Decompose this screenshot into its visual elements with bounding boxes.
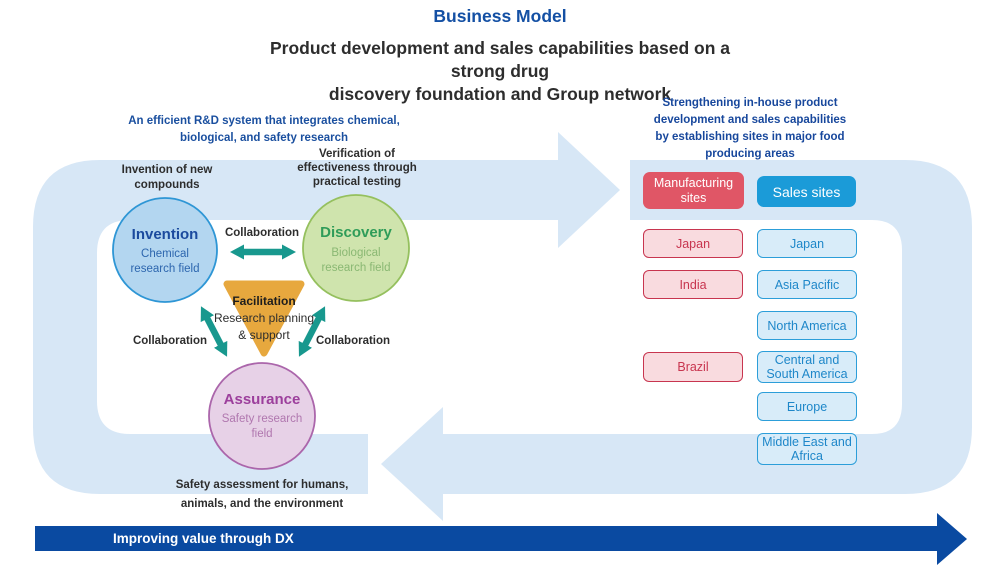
assurance-circle-subtitle: Safety research field [221, 413, 303, 440]
invention-note: Invention of new compounds [121, 164, 213, 191]
invention-circle-subtitle: Chemical research field [130, 248, 200, 275]
collaboration-label-right: Collaboration [315, 335, 391, 347]
assurance-note: Safety assessment for humans, animals, a… [175, 479, 349, 510]
manufacturing-site-japan: Japan [643, 229, 743, 258]
discovery-circle [302, 194, 410, 302]
sales-site-middle-east-africa: Middle East and Africa [757, 433, 857, 465]
assurance-circle [208, 362, 316, 470]
collaboration-arrow-right-icon [298, 306, 326, 357]
discovery-circle-subtitle: Biological research field [321, 247, 391, 274]
invention-circle [112, 197, 218, 303]
collaboration-label-top: Collaboration [224, 227, 300, 239]
page-title: Business Model [433, 6, 567, 26]
invention-circle-title: Invention [131, 226, 199, 243]
collaboration-arrow-left-icon [200, 306, 228, 357]
discovery-note: Verification of effectiveness through pr… [297, 148, 417, 188]
cycle-arrowhead-left-icon [381, 407, 443, 521]
assurance-circle-title: Assurance [223, 391, 301, 408]
sales-site-north-america: North America [757, 311, 857, 340]
rd-system-heading: An efficient R&D system that integrates … [128, 115, 400, 144]
dx-banner: Improving value through DX [35, 526, 937, 551]
page-subtitle: Product development and sales capabiliti… [270, 38, 730, 104]
collaboration-label-left: Collaboration [132, 335, 208, 347]
sales-site-japan: Japan [757, 229, 857, 258]
facilitation-subtitle: Research planning & support [213, 311, 315, 342]
manufacturing-sites-header: Manufacturing sites [643, 172, 744, 209]
manufacturing-site-brazil: Brazil [643, 352, 743, 382]
cycle-arrowhead-right-icon [558, 132, 620, 248]
facilitation-triangle [223, 280, 305, 357]
discovery-circle-title: Discovery [320, 224, 392, 241]
cycle-ribbon-left [33, 160, 558, 494]
dx-banner-label: Improving value through DX [113, 531, 294, 546]
dx-banner-arrowhead-icon [937, 513, 967, 565]
sales-sites-header: Sales sites [757, 176, 856, 207]
manufacturing-site-india: India [643, 270, 743, 299]
sites-heading: Strengthening in-house product developme… [653, 97, 847, 160]
sales-site-central-south-america: Central and South America [757, 351, 857, 383]
sales-site-asia-pacific: Asia Pacific [757, 270, 857, 299]
cycle-ribbon-right [443, 160, 972, 494]
facilitation-title: Facilitation [232, 294, 296, 308]
sales-site-europe: Europe [757, 392, 857, 421]
